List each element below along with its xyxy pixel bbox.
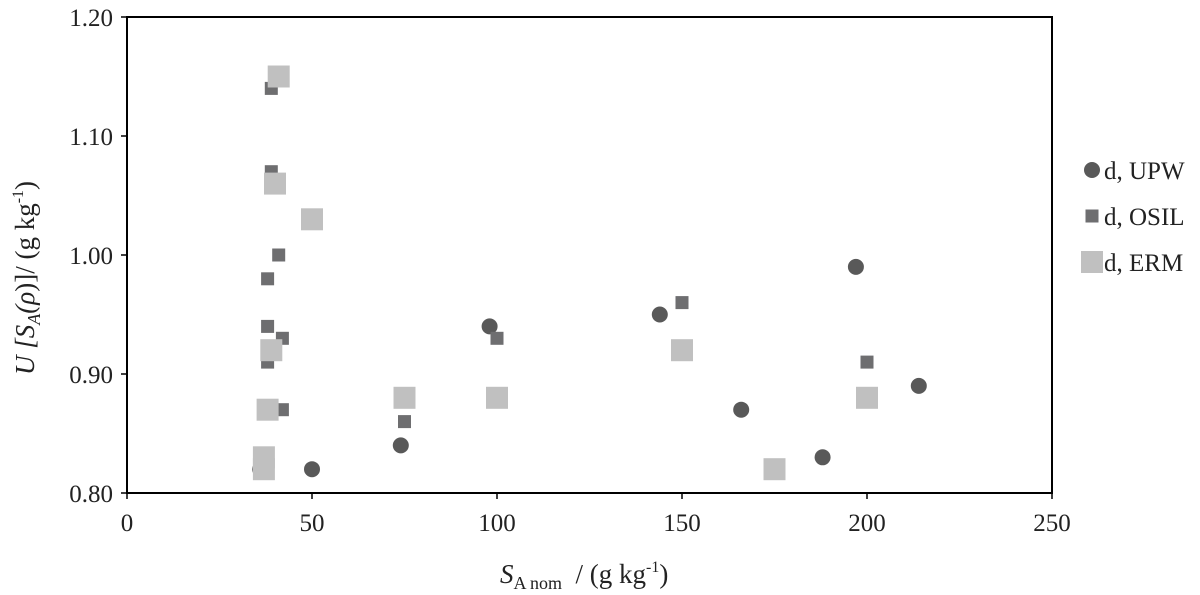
data-point bbox=[763, 458, 786, 481]
legend-label: d, UPW bbox=[1104, 158, 1185, 185]
data-point bbox=[814, 449, 831, 466]
data-point bbox=[275, 403, 289, 417]
data-point bbox=[304, 461, 320, 478]
x-axis-title: SA nom / (g kg-1) bbox=[500, 559, 668, 593]
series-2 bbox=[253, 81, 874, 476]
data-point bbox=[675, 296, 689, 310]
y-tick-label: 1.20 bbox=[69, 5, 113, 32]
data-point bbox=[272, 248, 286, 262]
y-tick-label: 0.80 bbox=[69, 481, 113, 508]
data-point bbox=[267, 65, 290, 88]
y-tick-label: 1.10 bbox=[69, 124, 113, 151]
legend-marker bbox=[1084, 162, 1100, 178]
data-point bbox=[301, 208, 323, 231]
data-point bbox=[486, 386, 508, 409]
y-tick-label: 1.00 bbox=[69, 243, 113, 270]
data-points bbox=[252, 65, 927, 481]
data-point bbox=[481, 318, 498, 335]
data-point bbox=[264, 172, 286, 195]
legend-marker bbox=[1085, 209, 1099, 223]
legend-label: d, ERM bbox=[1104, 250, 1183, 277]
data-point bbox=[490, 331, 504, 345]
x-tick-label: 250 bbox=[1033, 510, 1071, 537]
legend-marker bbox=[1081, 251, 1103, 273]
data-point bbox=[847, 258, 864, 275]
y-tick-label: 0.90 bbox=[69, 362, 113, 389]
data-point bbox=[856, 386, 878, 409]
x-axis-ticks: 0 50 100 150 200 250 bbox=[121, 493, 1071, 537]
data-point bbox=[393, 386, 416, 409]
series-3 bbox=[252, 65, 878, 481]
data-point bbox=[671, 339, 693, 362]
x-tick-label: 200 bbox=[848, 510, 886, 537]
data-point bbox=[256, 398, 279, 421]
data-point bbox=[651, 306, 668, 323]
data-point bbox=[260, 339, 283, 362]
legend: d, UPW d, OSIL d, ERM bbox=[1081, 158, 1185, 277]
data-point bbox=[860, 355, 874, 369]
series-1 bbox=[252, 258, 927, 478]
legend-label: d, OSIL bbox=[1104, 204, 1185, 231]
data-point bbox=[910, 377, 927, 394]
x-tick-label: 0 bbox=[121, 510, 134, 537]
data-point bbox=[261, 272, 275, 286]
data-point bbox=[398, 415, 411, 429]
y-axis-title: U [SA(ρ)]/ (g kg-1) bbox=[10, 181, 44, 375]
x-tick-label: 100 bbox=[478, 510, 516, 537]
y-axis-ticks: 0.80 0.90 1.00 1.10 1.20 bbox=[69, 5, 127, 508]
x-tick-label: 50 bbox=[300, 510, 325, 537]
x-tick-label: 150 bbox=[663, 510, 701, 537]
data-point bbox=[733, 401, 750, 418]
data-point bbox=[392, 437, 409, 454]
data-point bbox=[261, 319, 275, 333]
data-point bbox=[252, 458, 275, 481]
